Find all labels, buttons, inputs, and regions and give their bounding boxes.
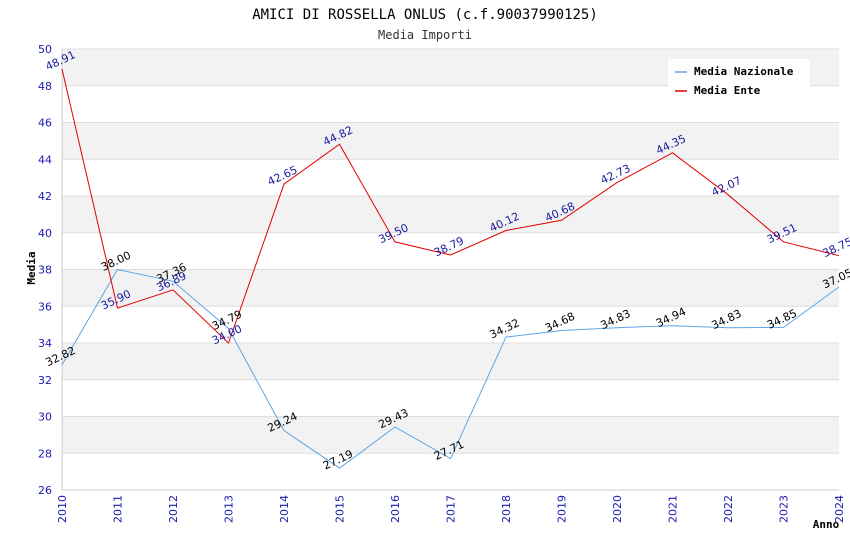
x-tick-label: 2023 bbox=[778, 495, 791, 523]
y-tick-label: 32 bbox=[38, 374, 52, 387]
legend-box bbox=[668, 59, 810, 99]
plot-band bbox=[62, 416, 839, 454]
y-axis-label: Media bbox=[25, 251, 38, 284]
plot-band bbox=[62, 379, 839, 417]
x-tick-label: 2017 bbox=[445, 495, 458, 523]
x-tick-label: 2011 bbox=[112, 495, 125, 523]
x-tick-label: 2019 bbox=[556, 495, 569, 523]
x-tick-label: 2015 bbox=[334, 495, 347, 523]
y-tick-label: 36 bbox=[38, 300, 52, 313]
plot-band bbox=[62, 306, 839, 343]
x-tick-label: 2022 bbox=[722, 495, 735, 523]
x-axis-ticks: 2010 2011 2012 2013 2014 2015 2016 2017 2018 2019… bbox=[56, 495, 846, 523]
y-tick-label: 34 bbox=[38, 337, 52, 350]
plot-band bbox=[62, 269, 839, 307]
plot-band bbox=[62, 453, 839, 490]
series-line-media-ente bbox=[61, 68, 840, 344]
y-tick-label: 42 bbox=[38, 190, 52, 203]
x-tick-label: 2024 bbox=[833, 495, 846, 523]
x-tick-label: 2013 bbox=[223, 495, 236, 523]
legend: Media Nazionale Media Ente bbox=[668, 59, 810, 99]
y-tick-label: 46 bbox=[38, 117, 52, 130]
chart-subtitle: Media Importi bbox=[378, 28, 472, 42]
y-tick-label: 28 bbox=[38, 447, 52, 460]
y-tick-label: 44 bbox=[38, 153, 52, 166]
y-tick-label: 40 bbox=[38, 227, 52, 240]
y-tick-label: 50 bbox=[38, 43, 52, 56]
x-axis-label: Anno bbox=[813, 518, 840, 531]
plot-band bbox=[62, 159, 839, 196]
legend-label-media-ente: Media Ente bbox=[694, 84, 761, 97]
gridlines bbox=[61, 48, 839, 491]
x-tick-label: 2016 bbox=[389, 495, 402, 523]
x-tick-label: 2012 bbox=[167, 495, 180, 523]
plot-band bbox=[62, 196, 839, 233]
plot-band bbox=[62, 343, 839, 380]
y-tick-label: 38 bbox=[38, 264, 52, 277]
x-tick-label: 2018 bbox=[500, 495, 513, 523]
series-line-media-nazionale bbox=[61, 268, 840, 469]
y-tick-label: 48 bbox=[38, 80, 52, 93]
y-tick-label: 26 bbox=[38, 484, 52, 497]
plot-background-bands bbox=[62, 49, 839, 490]
chart-title: AMICI DI ROSSELLA ONLUS (c.f.90037990125… bbox=[252, 7, 598, 23]
series-lines bbox=[61, 68, 840, 469]
x-tick-label: 2014 bbox=[278, 495, 291, 523]
x-tick-label: 2010 bbox=[56, 495, 69, 523]
plot-band bbox=[62, 232, 839, 270]
plot-band bbox=[62, 122, 839, 160]
y-axis-ticks: 26 28 30 32 34 36 38 40 42 44 46 48 50 bbox=[38, 43, 52, 497]
x-tick-label: 2021 bbox=[667, 495, 680, 523]
x-tick-label: 2020 bbox=[611, 495, 624, 523]
legend-label-media-nazionale: Media Nazionale bbox=[694, 65, 794, 78]
y-tick-label: 30 bbox=[38, 411, 52, 424]
